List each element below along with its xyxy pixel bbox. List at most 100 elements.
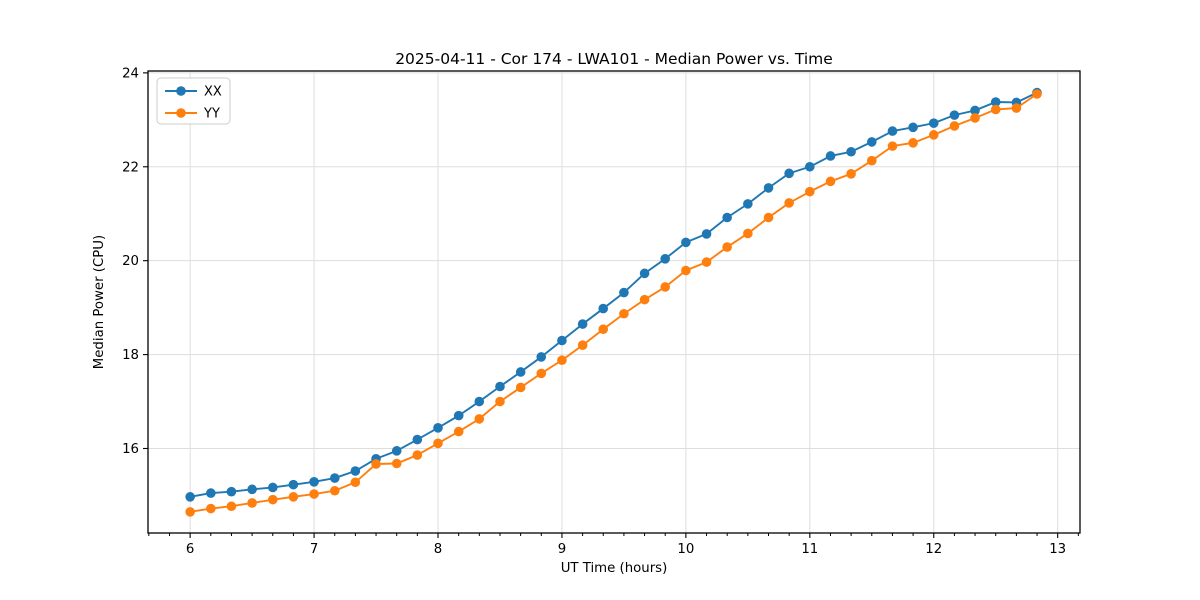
series-yy-marker xyxy=(536,368,547,379)
series-yy-marker xyxy=(990,104,1001,115)
series-yy-marker xyxy=(598,324,609,335)
legend: XX YY xyxy=(156,77,231,125)
series-yy-marker xyxy=(453,426,464,437)
series-yy-marker xyxy=(474,414,485,424)
series-yy-marker xyxy=(805,186,815,197)
series-xx-marker xyxy=(412,434,423,445)
series-yy-marker xyxy=(784,198,794,208)
series-yy-marker xyxy=(226,501,237,512)
series-yy-marker xyxy=(722,242,732,252)
legend-marker-yy xyxy=(176,108,186,118)
series-xx-marker xyxy=(660,253,670,264)
series-yy-marker xyxy=(350,477,361,488)
series-xx-marker xyxy=(350,466,361,476)
series-xx-marker xyxy=(515,367,526,377)
series-xx-marker xyxy=(908,122,918,133)
tick-layer: 6 7 8 9 10 11 12 13 16 18 20 22 24 xyxy=(122,66,1079,557)
series-xx-marker xyxy=(309,477,319,487)
series-yy-marker xyxy=(515,382,526,393)
series-yy-marker xyxy=(577,340,588,351)
series-yy-marker xyxy=(268,494,278,505)
y-axis-label: Median Power (CPU) xyxy=(92,235,107,369)
series-yy-marker xyxy=(639,294,650,305)
x-tick-label: 10 xyxy=(677,542,694,557)
series-xx-marker xyxy=(722,212,732,223)
series-yy-marker xyxy=(908,138,918,148)
series-xx-marker xyxy=(577,319,588,329)
series-xx-marker xyxy=(185,492,195,502)
series-xx-marker xyxy=(970,105,980,116)
series-xx-marker xyxy=(681,237,691,248)
series-xx-marker xyxy=(619,287,629,298)
series-yy-marker xyxy=(743,228,753,239)
series-xx-marker xyxy=(825,151,836,161)
series-xx-marker xyxy=(391,446,402,456)
x-tick-label: 8 xyxy=(434,542,442,557)
y-tick-label: 20 xyxy=(122,254,139,269)
series-xx-marker xyxy=(329,473,340,483)
series-yy-marker xyxy=(846,169,856,179)
x-tick-label: 13 xyxy=(1049,542,1066,557)
x-tick-label: 9 xyxy=(558,542,566,557)
legend-item-xx: XX xyxy=(165,85,222,100)
series-yy-marker xyxy=(701,257,712,267)
x-tick-label: 12 xyxy=(925,542,942,557)
series-yy-line xyxy=(189,93,1038,513)
series-yy-marker xyxy=(433,438,443,449)
series-yy-marker xyxy=(1011,103,1022,113)
series-xx-marker xyxy=(268,482,278,493)
series-yy-marker xyxy=(928,130,939,140)
series-xx-marker xyxy=(805,161,815,172)
series-yy-marker xyxy=(371,459,381,469)
series-yy-marker xyxy=(825,176,836,187)
series-xx-marker xyxy=(288,479,299,490)
series-xx-marker xyxy=(247,484,257,495)
series-xx-marker xyxy=(557,335,567,346)
series-xx-marker xyxy=(949,110,960,120)
legend-label-yy: YY xyxy=(203,107,220,122)
series-xx-marker xyxy=(598,303,609,314)
series-xx-marker xyxy=(433,423,443,433)
legend-label-xx: XX xyxy=(204,85,222,100)
series-xx-marker xyxy=(206,488,216,498)
x-tick-label: 6 xyxy=(186,542,194,557)
series-yy-marker xyxy=(495,396,505,407)
series-xx-marker xyxy=(453,410,464,421)
legend-item-yy: YY xyxy=(165,107,220,122)
series-xx-marker xyxy=(784,168,794,179)
series-yy-marker xyxy=(329,485,340,496)
series-yy-marker xyxy=(949,121,960,131)
series-xx-marker xyxy=(743,199,753,209)
x-tick-label: 7 xyxy=(310,542,318,557)
y-tick-label: 24 xyxy=(122,66,139,81)
series-yy-marker xyxy=(557,355,567,366)
series-yy-marker xyxy=(887,141,898,151)
series-yy-marker xyxy=(206,503,216,514)
series-xx-marker xyxy=(495,381,505,392)
series-yy-marker xyxy=(185,507,195,517)
series-xx-marker xyxy=(887,126,898,136)
series-layer xyxy=(185,87,1042,517)
series-xx-marker xyxy=(701,229,712,239)
series-yy-marker xyxy=(866,155,877,166)
series-yy-marker xyxy=(763,212,774,223)
series-xx-marker xyxy=(990,97,1001,107)
y-tick-label: 16 xyxy=(122,442,139,457)
series-xx-marker xyxy=(866,137,877,147)
series-yy-marker xyxy=(619,308,629,319)
chart-title: 2025-04-11 - Cor 174 - LWA101 - Median P… xyxy=(395,50,833,68)
series-xx-line xyxy=(189,91,1038,498)
series-yy-marker xyxy=(681,265,691,276)
plot-border xyxy=(147,70,1081,534)
y-tick-label: 18 xyxy=(122,348,139,363)
series-xx-marker xyxy=(639,268,650,279)
legend-marker-xx xyxy=(176,86,186,96)
x-axis-label: UT Time (hours) xyxy=(561,561,668,576)
series-yy-marker xyxy=(288,492,299,502)
y-tick-label: 22 xyxy=(122,160,139,175)
series-yy-marker xyxy=(970,113,980,123)
series-yy-marker xyxy=(1032,89,1042,99)
series-yy-marker xyxy=(247,498,257,508)
series-xx-marker xyxy=(928,118,939,128)
